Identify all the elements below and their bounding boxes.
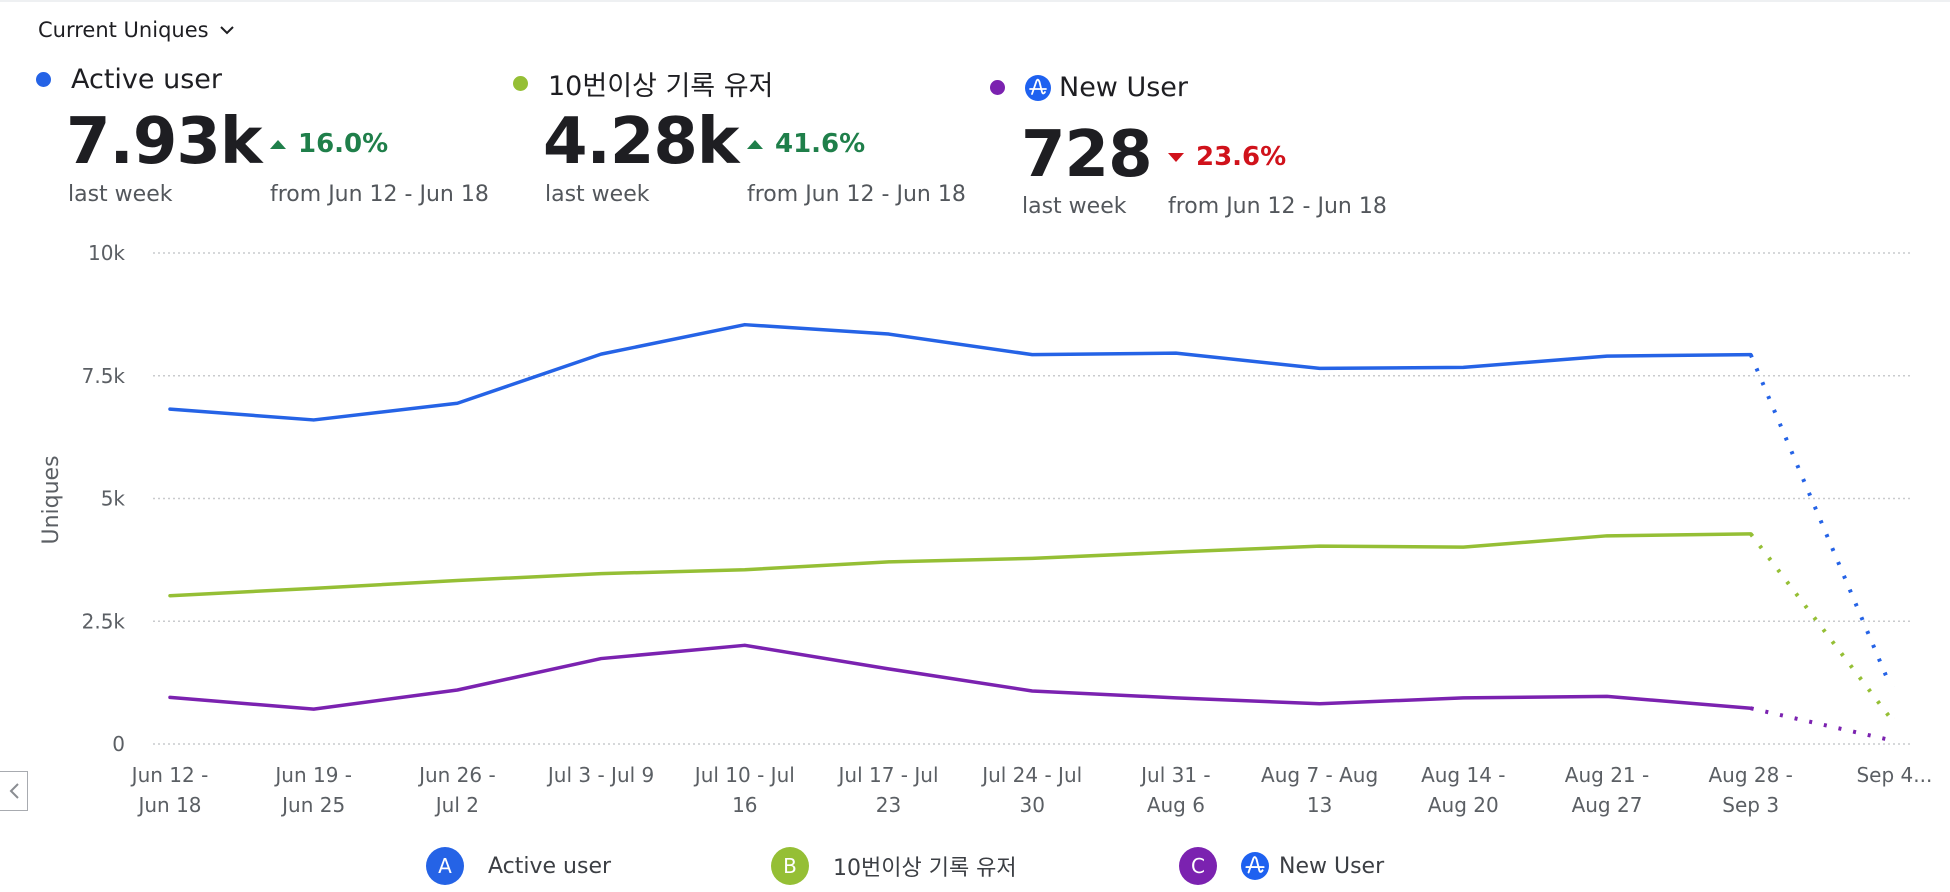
series-line-3[interactable] (168, 643, 1753, 711)
x-axis-ticks: Jun 12 -Jun 18 Jun 19 -Jun 25 Jun 26 -Jul … (130, 763, 1933, 817)
stat-value: 728 (1021, 118, 1153, 192)
chart-legend: A Active user B 10번이상 기록 유저 C New User (0, 847, 1950, 887)
stat-value: 7.93k (66, 105, 262, 179)
series-badge: B (771, 847, 809, 885)
series-line-1[interactable] (168, 322, 1753, 422)
stat-10-plus-records-user: 10번이상 기록 유저 (513, 64, 773, 103)
stat-new-user: New User (990, 72, 1188, 103)
trend-down-icon (1168, 152, 1184, 162)
stat-period: last week (68, 182, 173, 207)
series-incomplete-segment-3 (1750, 706, 1891, 743)
x-tick-label: Jun 19 -Jun 25 (273, 763, 352, 817)
stat-comparison: from Jun 12 - Jun 18 (747, 182, 966, 207)
stat-value: 4.28k (543, 105, 739, 179)
metric-selector-label: Current Uniques (38, 18, 209, 42)
stat-name-row: New User (990, 72, 1188, 103)
trend-up-icon (747, 139, 763, 149)
legend-item-new-user[interactable]: C New User (1179, 847, 1384, 885)
series-color-dot (36, 72, 51, 87)
series-badge: C (1179, 847, 1217, 885)
x-tick-label: Jul 17 - Jul 23 (837, 763, 939, 817)
legend-label: New User (1279, 853, 1385, 879)
series-line-2[interactable] (168, 532, 1753, 598)
y-axis-label: Uniques (39, 455, 64, 544)
legend-item-active-user[interactable]: A Active user (426, 847, 611, 885)
stat-active-user: Active user (36, 64, 222, 95)
series-incomplete-segment-1 (1748, 353, 1893, 687)
series-incomplete-segment-2 (1749, 532, 1892, 720)
trend-up-icon (270, 139, 286, 149)
y-tick-label: 5k (101, 487, 126, 511)
x-tick-label: Aug 28 -Sep 3 (1708, 763, 1792, 817)
series-color-dot (990, 80, 1005, 95)
previous-page-button[interactable] (0, 771, 28, 811)
stat-series-name: Active user (71, 64, 222, 95)
series-badge: A (426, 847, 464, 885)
x-tick-label: Jun 12 -Jun 18 (130, 763, 209, 817)
x-tick-label: Sep 4... (1856, 763, 1932, 787)
stat-series-name: 10번이상 기록 유저 (548, 71, 774, 102)
x-tick-label: Aug 21 -Aug 27 (1565, 763, 1649, 817)
x-tick-label: Aug 7 - Aug 13 (1261, 763, 1378, 817)
gridlines (153, 252, 1912, 745)
stat-delta: 23.6% (1168, 142, 1286, 172)
chevron-down-icon (219, 26, 234, 35)
y-axis-ticks: 0 2.5k 5k 7.5k 10k (82, 241, 126, 756)
stat-comparison: from Jun 12 - Jun 18 (270, 182, 489, 207)
stat-period: last week (545, 182, 650, 207)
stat-series-name: New User (1059, 72, 1189, 103)
metric-selector-dropdown[interactable]: Current Uniques (38, 18, 235, 42)
stat-period: last week (1022, 194, 1127, 219)
x-tick-label: Jun 26 -Jul 2 (417, 763, 496, 817)
x-tick-label: Jul 31 -Aug 6 (1139, 763, 1211, 817)
x-tick-label: Aug 14 -Aug 20 (1421, 763, 1505, 817)
y-tick-label: 10k (88, 241, 125, 265)
chevron-left-icon (9, 783, 19, 799)
stat-delta: 16.0% (270, 129, 388, 159)
x-tick-label: Jul 10 - Jul 16 (693, 763, 795, 817)
y-tick-label: 2.5k (82, 609, 126, 633)
x-tick-label: Jul 3 - Jul 9 (546, 763, 654, 787)
stat-name-row: 10번이상 기록 유저 (513, 64, 773, 103)
legend-label: 10번이상 기록 유저 (833, 856, 1017, 881)
stat-delta-value: 41.6% (775, 129, 866, 159)
amplitude-icon (1025, 74, 1051, 101)
legend-item-10-plus-records-user[interactable]: B 10번이상 기록 유저 (771, 847, 1017, 885)
top-border (0, 0, 1950, 2)
series-lines (168, 322, 1895, 743)
y-tick-label: 0 (112, 732, 125, 756)
series-color-dot (513, 76, 528, 91)
amplitude-icon (1241, 852, 1269, 880)
y-tick-label: 7.5k (82, 364, 126, 388)
x-tick-label: Jul 24 - Jul 30 (980, 763, 1082, 817)
stat-delta: 41.6% (747, 129, 865, 159)
stat-delta-value: 16.0% (298, 129, 389, 159)
stat-delta-value: 23.6% (1196, 142, 1287, 172)
stat-comparison: from Jun 12 - Jun 18 (1168, 194, 1387, 219)
legend-label: Active user (488, 853, 612, 879)
stat-name-row: Active user (36, 64, 222, 95)
